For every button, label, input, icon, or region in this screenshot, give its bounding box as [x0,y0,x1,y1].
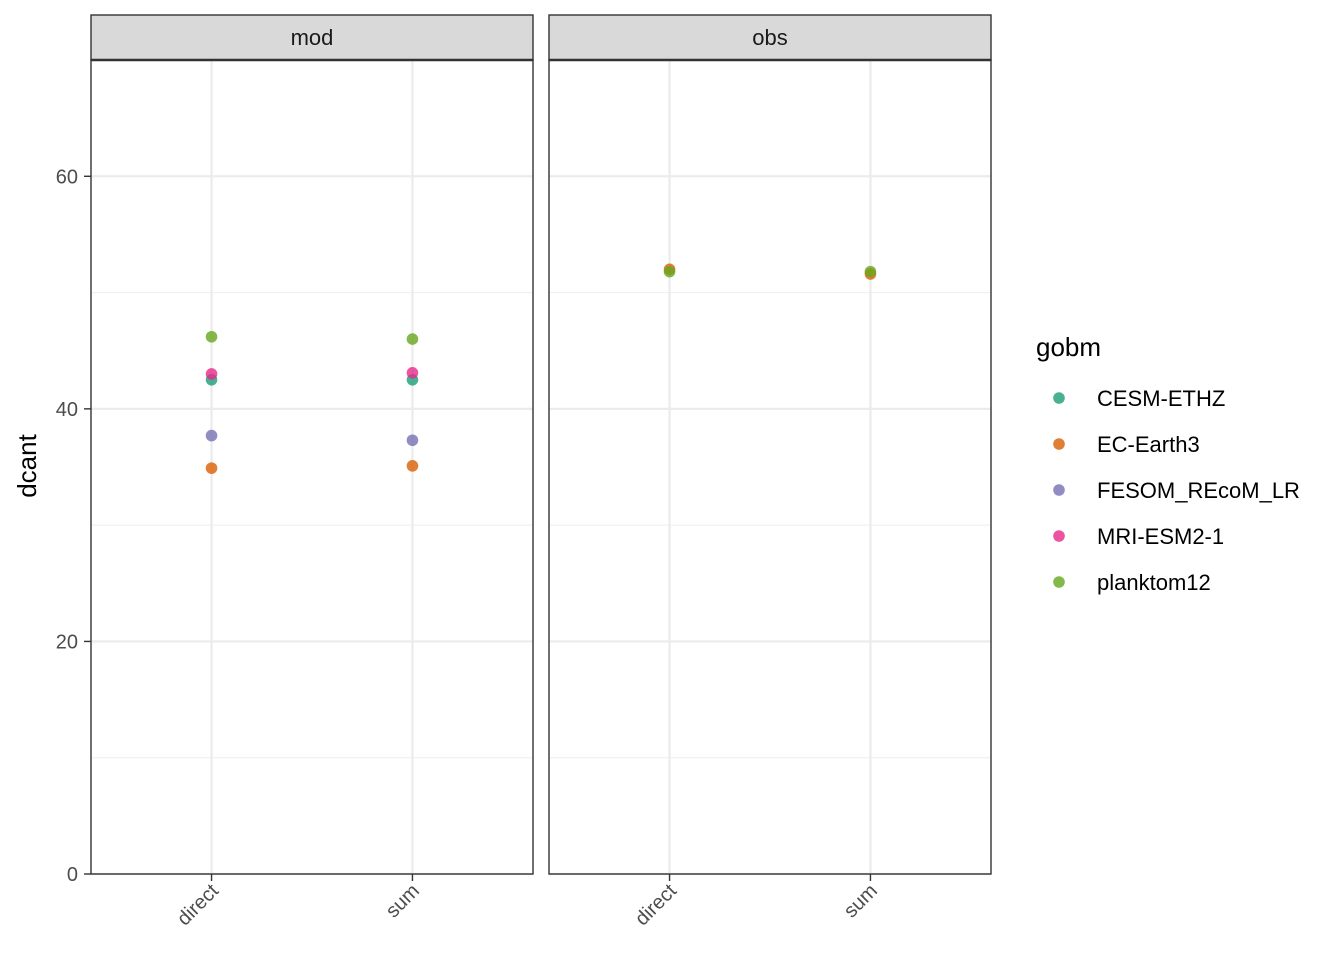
legend-label: planktom12 [1097,570,1211,595]
panel-background [549,60,991,874]
data-point: FESOM_REcoM_LR: 37.7 [205,429,218,442]
data-point: planktom12: 51.8 [864,265,877,278]
legend-key [1053,576,1065,588]
strip-background [548,14,992,61]
legend-label: FESOM_REcoM_LR [1097,478,1300,503]
legend-entry: FESOM_REcoM_LR [1053,478,1300,503]
legend-title: gobm [1036,332,1101,362]
data-point: planktom12: 46 [406,333,419,345]
legend-entries: CESM-ETHZ EC-Earth3 FESOM_REcoM_LR MRI-ESM2… [1053,386,1300,595]
legend-label: EC-Earth3 [1097,432,1200,457]
legend-label: MRI-ESM2-1 [1097,524,1224,549]
y-tick-label: 60 [56,166,78,188]
panels: CESM-ETHZ: 42.5CESM-ETHZ: 42.5EC-Earth3:… [56,14,992,930]
legend-entry: CESM-ETHZ [1053,386,1225,411]
data-point: MRI-ESM2-1: 43 [205,368,218,380]
legend-entry: planktom12 [1053,570,1211,595]
data-point: EC-Earth3: 34.9 [205,462,218,474]
data-point: planktom12: 51.8 [663,265,676,278]
y-tick-label: 40 [56,399,78,421]
legend-entry: MRI-ESM2-1 [1053,524,1224,549]
strip-label: mod [291,25,334,50]
panel-mod: CESM-ETHZ: 42.5CESM-ETHZ: 42.5EC-Earth3:… [56,14,534,930]
legend-key [1053,438,1065,450]
legend: gobm CESM-ETHZ EC-Earth3 FESOM_REcoM_LR MRI… [1036,332,1300,595]
panel-background [91,60,533,874]
strip-label: obs [752,25,787,50]
y-tick-label: 20 [56,631,78,653]
legend-key [1053,530,1065,542]
legend-label: CESM-ETHZ [1097,386,1225,411]
legend-key [1053,484,1065,496]
data-point: MRI-ESM2-1: 43.1 [406,367,419,379]
strip-background [90,14,534,61]
y-tick-label: 0 [67,864,78,886]
panel-obs: EC-Earth3: 52EC-Earth3: 51.6planktom12: … [548,14,992,930]
legend-entry: EC-Earth3 [1053,432,1200,457]
legend-key [1053,392,1065,404]
y-axis-title: dcant [12,433,42,497]
data-point: EC-Earth3: 35.1 [406,460,419,472]
data-point: planktom12: 46.2 [205,330,218,343]
data-point: FESOM_REcoM_LR: 37.3 [406,434,419,447]
